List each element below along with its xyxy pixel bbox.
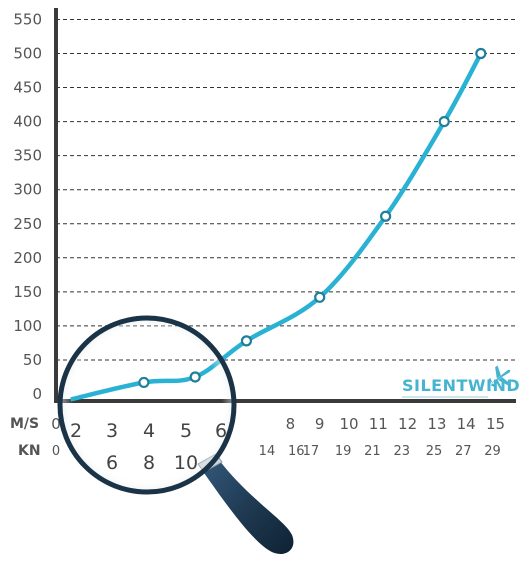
grid-lines bbox=[56, 18, 516, 361]
x-tick-label-ms: 0 bbox=[51, 415, 61, 433]
magnifier-ring bbox=[57, 315, 237, 495]
data-point bbox=[380, 210, 392, 222]
y-tick-label: 300 bbox=[13, 181, 42, 199]
magnified-ms-tick: 4 bbox=[143, 420, 155, 442]
x-tick-label-ms: 13 bbox=[427, 415, 446, 433]
x-tick-label-kn: 19 bbox=[335, 444, 352, 459]
magnifier-handle bbox=[202, 460, 294, 554]
data-point bbox=[314, 291, 326, 303]
y-axis-ticks: 0 50 100 150 200 250 300 350 400 450 500 550 bbox=[13, 10, 42, 403]
magnified-kn-ticks: 6 8 10 bbox=[106, 452, 198, 474]
magnified-ms-tick: 3 bbox=[106, 420, 118, 442]
x-tick-label-kn: 16 bbox=[288, 444, 305, 459]
data-point bbox=[438, 115, 450, 128]
x-tick-label-kn: 23 bbox=[393, 444, 410, 459]
x-tick-label-kn: 25 bbox=[426, 444, 443, 459]
ms-unit-label: M/S bbox=[10, 416, 39, 432]
magnified-kn-tick: 8 bbox=[143, 452, 155, 474]
y-tick-label: 450 bbox=[13, 79, 42, 97]
plane-icon bbox=[488, 365, 511, 388]
y-tick-label: 0 bbox=[32, 385, 42, 403]
x-tick-label-ms: 12 bbox=[398, 415, 417, 433]
x-tick-label-kn: 0 bbox=[52, 444, 60, 459]
data-point bbox=[475, 47, 487, 60]
magnified-ms-tick: 6 bbox=[215, 420, 227, 442]
kn-unit-label: KN bbox=[18, 443, 41, 459]
x-axis-ticks-ms: 0 8 9 10 11 12 13 14 15 bbox=[51, 415, 505, 433]
magnified-kn-tick: 10 bbox=[174, 452, 198, 474]
x-tick-label-ms: 14 bbox=[457, 415, 476, 433]
magnifier-lens bbox=[59, 317, 235, 493]
y-tick-label: 150 bbox=[13, 283, 42, 301]
data-point bbox=[240, 335, 253, 347]
y-tick-label: 550 bbox=[13, 10, 42, 28]
y-tick-label: 400 bbox=[13, 113, 42, 131]
magnified-ms-tick: 2 bbox=[70, 420, 82, 442]
y-tick-label: 200 bbox=[13, 249, 42, 267]
y-tick-label: 50 bbox=[23, 351, 42, 369]
x-tick-label-kn: 29 bbox=[484, 444, 501, 459]
silentwind-logo: SILENTWIND bbox=[402, 365, 520, 398]
y-tick-label: 250 bbox=[13, 215, 42, 233]
y-tick-label: 100 bbox=[13, 317, 42, 335]
y-tick-label: 500 bbox=[13, 45, 42, 63]
magnified-ms-ticks: 2 3 4 5 6 bbox=[70, 420, 227, 442]
x-tick-label-kn: 14 bbox=[259, 444, 276, 459]
x-tick-label-ms: 11 bbox=[369, 415, 388, 433]
y-tick-label: 350 bbox=[13, 147, 42, 165]
x-tick-label-kn: 27 bbox=[455, 444, 472, 459]
x-tick-label-ms: 9 bbox=[315, 415, 325, 433]
magnified-ms-tick: 5 bbox=[180, 420, 192, 442]
magnifier-icon bbox=[57, 315, 294, 554]
x-tick-label-ms: 8 bbox=[286, 415, 296, 433]
x-tick-label-ms: 10 bbox=[339, 415, 358, 433]
magnified-kn-tick: 6 bbox=[106, 452, 118, 474]
x-tick-label-ms: 15 bbox=[486, 415, 505, 433]
x-tick-label-kn: 17 bbox=[303, 444, 320, 459]
x-tick-label-kn: 21 bbox=[364, 444, 381, 459]
